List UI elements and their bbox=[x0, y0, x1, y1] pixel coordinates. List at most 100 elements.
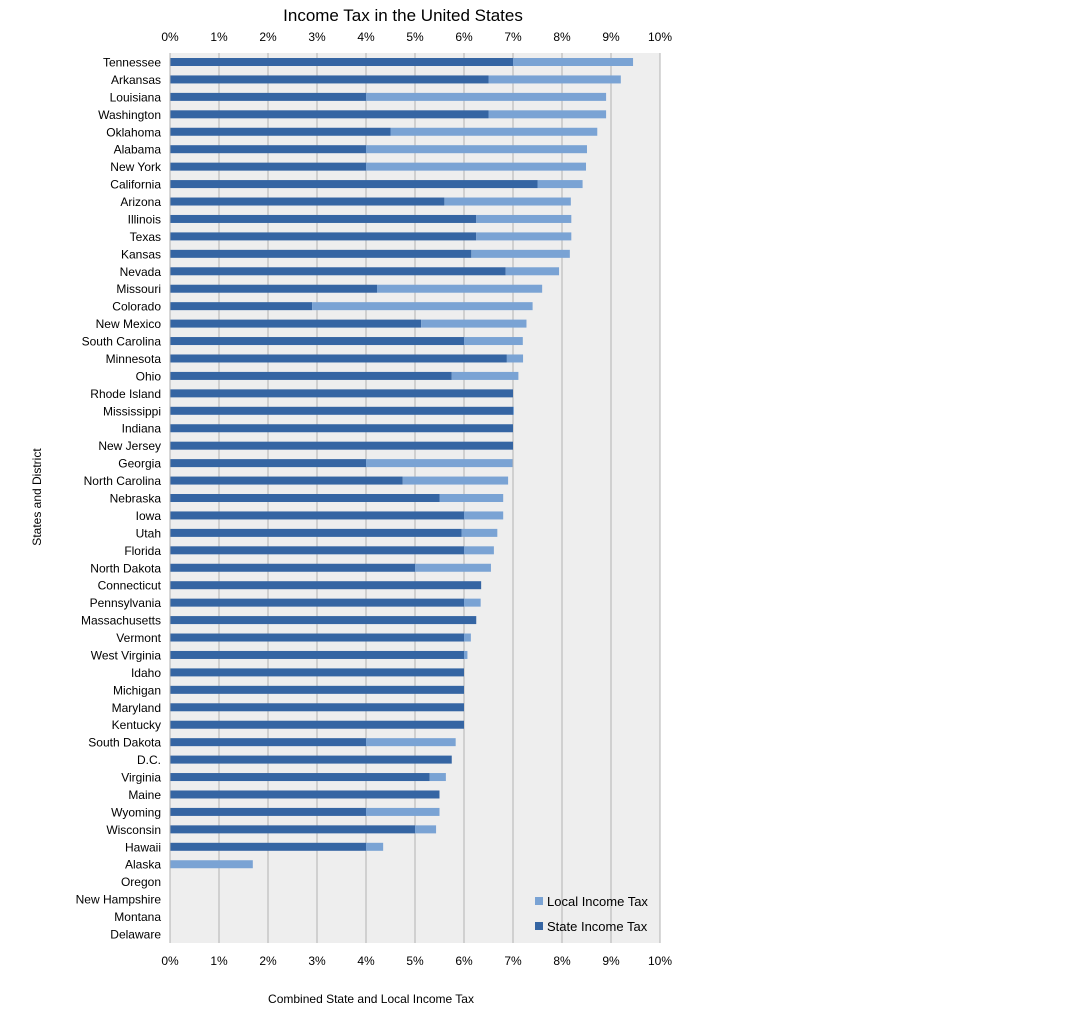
bar-state-income-tax bbox=[170, 459, 366, 468]
bar-local-income-tax bbox=[513, 406, 514, 415]
legend-swatch-local bbox=[535, 897, 543, 905]
category-label: New Jersey bbox=[98, 439, 161, 453]
bar-state-income-tax bbox=[170, 668, 464, 677]
bar-state-income-tax bbox=[170, 703, 464, 712]
bar-state-income-tax bbox=[170, 302, 313, 311]
bar-local-income-tax bbox=[170, 860, 253, 869]
legend-swatch-state bbox=[535, 922, 543, 930]
bar-local-income-tax bbox=[488, 75, 621, 84]
x-tick-label: 5% bbox=[406, 30, 424, 44]
bar-local-income-tax bbox=[464, 337, 523, 346]
category-label: Connecticut bbox=[98, 579, 162, 593]
bar-state-income-tax bbox=[170, 75, 489, 84]
bar-local-income-tax bbox=[513, 58, 634, 66]
x-tick-label: 5% bbox=[406, 954, 424, 968]
category-label: Kentucky bbox=[112, 718, 161, 732]
category-label: Colorado bbox=[112, 300, 161, 314]
category-label: Michigan bbox=[113, 683, 161, 697]
legend: Local Income Tax State Income Tax bbox=[535, 894, 648, 934]
bar-state-income-tax bbox=[170, 180, 538, 189]
bar-state-income-tax bbox=[170, 546, 464, 555]
bar-state-income-tax bbox=[170, 162, 366, 171]
x-tick-label: 2% bbox=[259, 30, 277, 44]
bar-local-income-tax bbox=[366, 842, 384, 851]
x-tick-label: 1% bbox=[210, 30, 228, 44]
category-label: Nevada bbox=[120, 265, 162, 279]
bar-local-income-tax bbox=[429, 773, 446, 782]
category-label: California bbox=[110, 178, 161, 192]
bar-state-income-tax bbox=[170, 738, 366, 747]
chart-title: Income Tax in the United States bbox=[283, 6, 523, 25]
bar-state-income-tax bbox=[170, 110, 489, 119]
category-label: North Dakota bbox=[90, 561, 161, 575]
bar-local-income-tax bbox=[464, 546, 494, 555]
category-label: Maine bbox=[128, 788, 161, 802]
bar-local-income-tax bbox=[366, 738, 456, 747]
bar-local-income-tax bbox=[464, 650, 468, 659]
bar-state-income-tax bbox=[170, 563, 415, 572]
category-label: Massachusetts bbox=[81, 614, 161, 628]
x-tick-label: 8% bbox=[553, 30, 571, 44]
bar-local-income-tax bbox=[402, 476, 509, 485]
category-label: Florida bbox=[124, 544, 161, 558]
bar-state-income-tax bbox=[170, 354, 507, 363]
category-label: Indiana bbox=[122, 422, 162, 436]
bar-local-income-tax bbox=[537, 180, 583, 189]
bar-state-income-tax bbox=[170, 755, 452, 764]
x-tick-label: 6% bbox=[455, 30, 473, 44]
bar-local-income-tax bbox=[366, 162, 587, 171]
bar-state-income-tax bbox=[170, 145, 366, 154]
bar-state-income-tax bbox=[170, 825, 415, 834]
bar-local-income-tax bbox=[471, 249, 570, 258]
bar-state-income-tax bbox=[170, 92, 366, 101]
bar-local-income-tax bbox=[461, 528, 498, 537]
category-label: Minnesota bbox=[106, 352, 162, 366]
category-label: Pennsylvania bbox=[90, 596, 162, 610]
x-tick-label: 7% bbox=[504, 954, 522, 968]
category-label: Mississippi bbox=[103, 404, 161, 418]
bar-local-income-tax bbox=[390, 127, 598, 136]
category-label: New York bbox=[110, 160, 162, 174]
bar-state-income-tax bbox=[170, 720, 464, 729]
x-tick-label: 8% bbox=[553, 954, 571, 968]
category-label: Maryland bbox=[112, 701, 161, 715]
category-label: Utah bbox=[136, 526, 161, 540]
bar-state-income-tax bbox=[170, 598, 464, 607]
bar-state-income-tax bbox=[170, 214, 477, 223]
category-label: Oregon bbox=[121, 875, 161, 889]
category-label: New Mexico bbox=[96, 317, 162, 331]
bar-local-income-tax bbox=[366, 807, 440, 816]
bar-state-income-tax bbox=[170, 581, 482, 590]
x-tick-label: 10% bbox=[648, 30, 672, 44]
category-label: Georgia bbox=[118, 457, 161, 471]
bar-state-income-tax bbox=[170, 476, 403, 485]
bar-local-income-tax bbox=[488, 110, 607, 119]
x-tick-labels-top: 0% 1% 2% 3% 4% 5% 6% 7% 8% 9% 10% bbox=[161, 30, 672, 44]
bar-state-income-tax bbox=[170, 650, 464, 659]
bar-local-income-tax bbox=[476, 214, 572, 223]
x-tick-labels-bottom: 0% 1% 2% 3% 4% 5% 6% 7% 8% 9% 10% bbox=[161, 954, 672, 968]
bar-state-income-tax bbox=[170, 389, 513, 398]
bar-state-income-tax bbox=[170, 807, 366, 816]
bar-state-income-tax bbox=[170, 337, 464, 346]
bar-state-income-tax bbox=[170, 773, 430, 782]
x-tick-label: 4% bbox=[357, 30, 375, 44]
bar-state-income-tax bbox=[170, 441, 513, 450]
category-label: Oklahoma bbox=[106, 125, 161, 139]
category-label: Kansas bbox=[121, 247, 161, 261]
category-label: New Hampshire bbox=[76, 893, 162, 907]
bar-local-income-tax bbox=[464, 633, 471, 642]
bar-state-income-tax bbox=[170, 528, 462, 537]
category-label: Tennessee bbox=[103, 56, 161, 70]
x-tick-label: 10% bbox=[648, 954, 672, 968]
bar-local-income-tax bbox=[366, 459, 513, 468]
category-label: Arkansas bbox=[111, 73, 161, 87]
y-axis-title: States and District bbox=[30, 448, 44, 546]
bar-state-income-tax bbox=[170, 232, 477, 241]
bar-local-income-tax bbox=[377, 284, 543, 293]
bar-state-income-tax bbox=[170, 790, 440, 799]
category-label: Iowa bbox=[136, 509, 162, 523]
bar-state-income-tax bbox=[170, 633, 464, 642]
category-label: South Dakota bbox=[88, 736, 161, 750]
x-tick-label: 2% bbox=[259, 954, 277, 968]
